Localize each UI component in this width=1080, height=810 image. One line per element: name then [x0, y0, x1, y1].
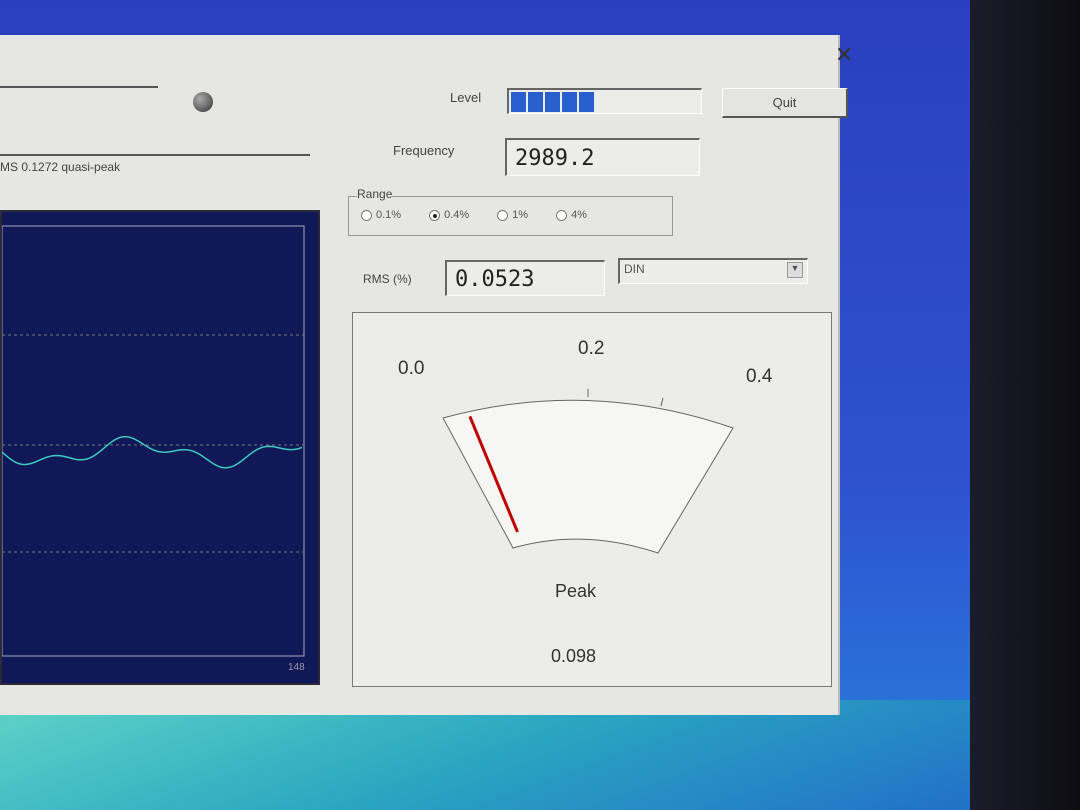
range-option-label: 1%: [512, 209, 529, 221]
level-label: Level: [450, 90, 482, 105]
peak-value: 0.098: [551, 646, 597, 666]
monitor-bezel: [970, 0, 1080, 810]
meter-tick-label: 0.4: [746, 366, 773, 387]
meter-tick-label: 0.0: [398, 358, 425, 379]
range-radio[interactable]: 1%: [497, 209, 528, 221]
radio-icon: [497, 209, 509, 221]
range-option-label: 4%: [571, 209, 587, 221]
analog-meter: 0.0 0.2 0.4 Peak 0.098: [352, 312, 832, 687]
level-segment: [511, 92, 526, 112]
close-icon[interactable]: ✕: [835, 42, 854, 67]
desktop-background: [0, 700, 970, 810]
rms-label: RMS (%): [363, 272, 412, 286]
level-segment: [545, 92, 560, 112]
waveform-trace: [2, 435, 303, 469]
level-segment: [579, 92, 594, 112]
frequency-value: 2989.2: [505, 138, 700, 176]
range-radio[interactable]: 0.1%: [361, 209, 401, 221]
meter-needle: [468, 415, 519, 533]
chevron-down-icon[interactable]: ▼: [787, 262, 803, 278]
graph-axis-label: 148: [288, 662, 305, 673]
level-segment: [528, 92, 543, 112]
plot-frame: [2, 225, 305, 657]
meter-scale: [442, 399, 734, 554]
divider: [0, 86, 158, 88]
status-led-icon: [193, 92, 213, 112]
waveform-graph: 148: [0, 210, 320, 685]
range-option-label: 0.1%: [376, 209, 402, 221]
weighting-select[interactable]: DIN ▼: [618, 258, 808, 284]
radio-icon: [556, 209, 568, 221]
quit-button[interactable]: Quit: [722, 88, 848, 118]
meter-tick: [660, 397, 664, 407]
level-segment: [562, 92, 577, 112]
status-text: MS 0.1272 quasi-peak: [0, 160, 121, 174]
range-label: Range: [357, 187, 393, 201]
rms-value: 0.0523: [445, 260, 605, 296]
level-meter: [507, 88, 702, 114]
divider: [0, 154, 310, 156]
range-radio[interactable]: 4%: [556, 209, 587, 221]
meter-tick-label: 0.2: [578, 338, 605, 359]
range-group: Range 0.1% 0.4% 1% 4%: [348, 187, 673, 236]
radio-icon: [361, 209, 372, 221]
radio-icon: [429, 209, 441, 221]
peak-label: Peak: [555, 581, 597, 601]
frequency-label: Frequency: [393, 143, 455, 158]
range-option-label: 0.4%: [444, 209, 470, 221]
range-radio[interactable]: 0.4%: [429, 209, 469, 221]
weighting-value: DIN: [624, 262, 645, 276]
